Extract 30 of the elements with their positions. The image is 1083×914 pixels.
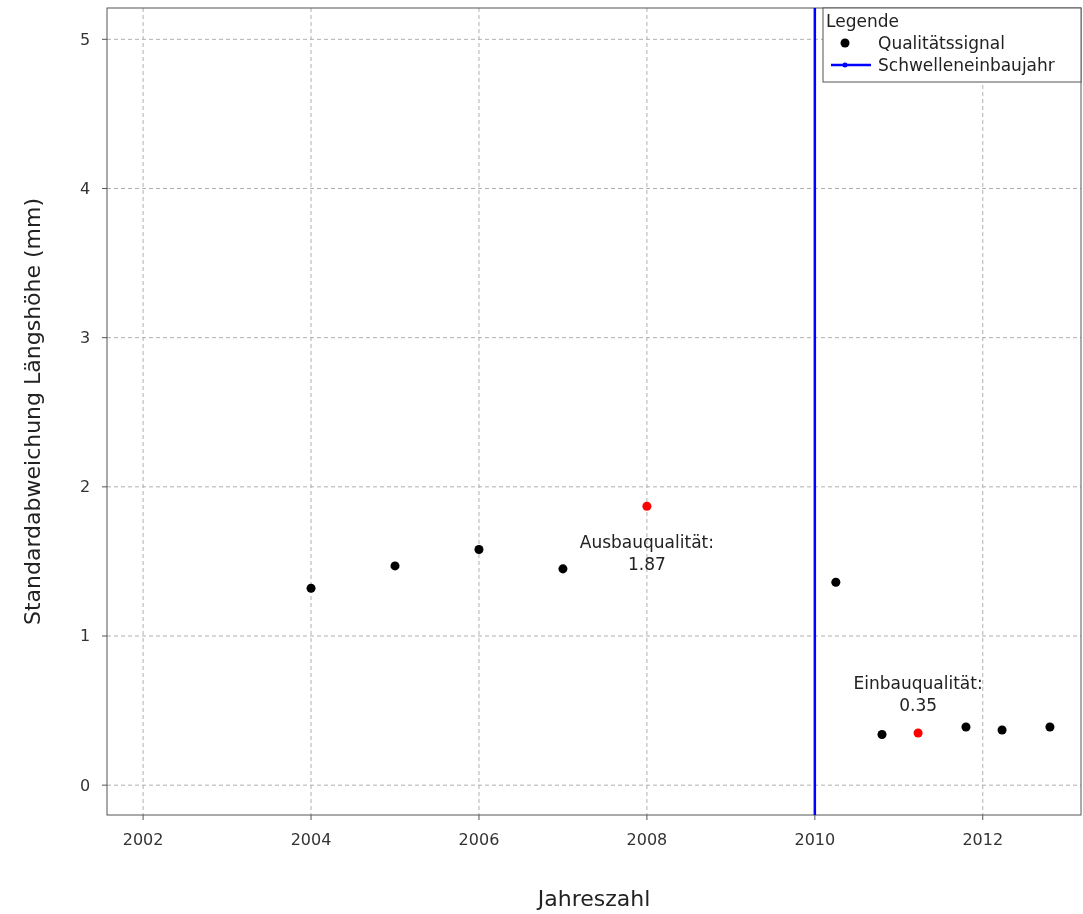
- y-tick-label: 0: [79, 775, 91, 795]
- point: [913, 728, 923, 738]
- point: [997, 725, 1007, 735]
- x-axis-title: Jahreszahl: [535, 886, 651, 911]
- y-tick-label: 2: [79, 477, 91, 497]
- x-tick-label: 2002: [122, 830, 164, 849]
- legend-label: Qualitätssignal: [878, 33, 1005, 53]
- x-tick-label: 2004: [290, 830, 332, 849]
- legend-title: Legende: [826, 11, 899, 31]
- point: [1045, 722, 1055, 732]
- y-tick-label: 5: [79, 29, 91, 49]
- y-tick-label: 1: [79, 626, 91, 646]
- point: [306, 583, 316, 593]
- y-axis-title: Standardabweichung Längshöhe (mm): [20, 197, 45, 626]
- point: [877, 729, 887, 739]
- point: [961, 722, 971, 732]
- x-tick-label: 2010: [794, 830, 836, 849]
- point: [474, 544, 484, 554]
- annotation: Einbauqualität: 0.35: [853, 672, 983, 715]
- x-tick-label: 2006: [458, 830, 500, 849]
- x-tick-label: 2008: [626, 830, 668, 849]
- point: [642, 501, 652, 511]
- y-tick-label: 4: [79, 178, 91, 198]
- point: [558, 564, 568, 574]
- point: [831, 577, 841, 587]
- point: [390, 561, 400, 571]
- x-tick-label: 2012: [962, 830, 1004, 849]
- annotation: Ausbauqualität: 1.87: [579, 532, 714, 575]
- legend-label: Schwelleneinbaujahr: [878, 55, 1055, 75]
- y-tick-label: 3: [79, 328, 91, 348]
